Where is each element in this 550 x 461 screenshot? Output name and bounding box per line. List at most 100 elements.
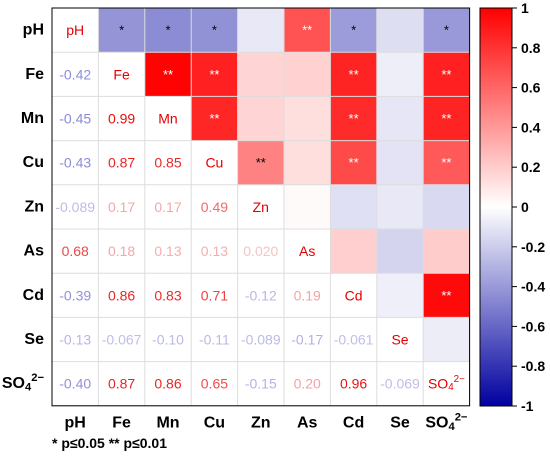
heatmap-cell-SO4-Fe bbox=[98, 361, 145, 406]
value-label-Se-Cu: -0.11 bbox=[199, 332, 230, 348]
heatmap-cell-As-Mn bbox=[144, 229, 192, 274]
heatmap-cell-Se-Cu bbox=[191, 317, 238, 362]
value-label-Cu-Mn: 0.85 bbox=[154, 155, 181, 171]
heatmap-grid bbox=[51, 7, 471, 407]
value-label-As-Fe: 0.18 bbox=[108, 243, 135, 259]
col-label-pH: pH bbox=[65, 415, 86, 432]
col-label-Se: Se bbox=[390, 415, 410, 432]
significance-star-Mn-Cd: ** bbox=[349, 111, 359, 126]
heatmap-cell-Se-Cd bbox=[330, 317, 377, 362]
value-label-Cd-Mn: 0.83 bbox=[154, 287, 181, 303]
heatmap-cell-Fe-Cu bbox=[191, 52, 238, 97]
heatmap-cell-SO4-Cd bbox=[330, 361, 377, 406]
significance-note: * p≤0.05 ** p≤0.01 bbox=[52, 435, 167, 451]
value-label-SO4-Mn: 0.86 bbox=[154, 376, 181, 392]
significance-star-Mn-Cu: ** bbox=[209, 111, 219, 126]
heatmap-cell-Zn-As bbox=[284, 184, 331, 229]
colorbar-tick-label: 0.6 bbox=[521, 80, 541, 96]
diagonal-label-Cu: Cu bbox=[205, 155, 223, 171]
heatmap-cell-SO4-Mn bbox=[144, 361, 192, 406]
value-label-Mn-pH: -0.45 bbox=[59, 111, 91, 127]
diagonal-label-Cd: Cd bbox=[345, 287, 363, 303]
colorbar: 1 0.8 0.6 0.4 0.2 0 -0.2 -0.4 -0.6 -0.8 -1 bbox=[479, 0, 545, 414]
heatmap-cell-Cu-Fe bbox=[98, 140, 145, 185]
heatmap-cell-Cd-As bbox=[284, 273, 331, 318]
heatmap-cell-Mn-As bbox=[284, 96, 331, 141]
heatmap-cell-Mn-SO4 bbox=[423, 96, 470, 141]
significance-star-Cd-SO4: ** bbox=[441, 288, 451, 303]
heatmap-cell-Cu-pH bbox=[52, 140, 99, 185]
heatmap-cell-As-Zn bbox=[237, 229, 284, 274]
heatmap-cell-Se-Fe bbox=[98, 317, 145, 362]
heatmap-cell-As-Cu bbox=[191, 229, 238, 274]
heatmap-cell-SO4-As bbox=[284, 361, 331, 406]
value-label-Cd-Cu: 0.71 bbox=[201, 287, 228, 303]
heatmap-cell-Se-Mn bbox=[144, 317, 192, 362]
significance-star-Fe-SO4: ** bbox=[441, 67, 451, 82]
diagonal-label-pH: pH bbox=[66, 22, 84, 38]
value-label-Cd-As: 0.19 bbox=[294, 287, 321, 303]
heatmap-cell-As-pH bbox=[52, 229, 99, 274]
significance-star-Mn-SO4: ** bbox=[441, 111, 451, 126]
heatmap-cell-Fe-pH bbox=[52, 52, 99, 97]
significance-star-pH-SO4: * bbox=[444, 23, 449, 38]
row-label-SO4: SO42− bbox=[2, 372, 45, 394]
colorbar-tick-label: -0.4 bbox=[521, 279, 545, 295]
value-label-SO4-pH: -0.40 bbox=[59, 376, 91, 392]
heatmap-cell-As-As bbox=[284, 229, 331, 274]
heatmap-cell-Fe-Se bbox=[376, 52, 424, 97]
colorbar-tick-label: -0.6 bbox=[521, 318, 545, 334]
heatmap-cell-pH-As bbox=[284, 8, 331, 53]
heatmap-cell-Se-As bbox=[284, 317, 331, 362]
colorbar-tick-label: 1 bbox=[521, 0, 529, 16]
heatmap-cell-pH-SO4 bbox=[423, 8, 470, 53]
diagonal-label-Zn: Zn bbox=[253, 199, 269, 215]
heatmap-cell-Cd-SO4 bbox=[423, 273, 470, 318]
heatmap-cell-Fe-Cd bbox=[330, 52, 377, 97]
col-label-Cu: Cu bbox=[204, 415, 225, 432]
heatmap-cell-Zn-Zn bbox=[237, 184, 284, 229]
value-label-SO4-Se: -0.069 bbox=[380, 376, 420, 392]
heatmap-cell-Fe-As bbox=[284, 52, 331, 97]
heatmap-cell-Mn-Mn bbox=[144, 96, 192, 141]
heatmap-cell-Se-SO4 bbox=[423, 317, 470, 362]
value-label-Se-As: -0.17 bbox=[291, 332, 323, 348]
heatmap-cell-Fe-Zn bbox=[237, 52, 284, 97]
axis-labels: pH pH Fe Fe Mn Mn Cu Cu Zn Zn As As Cd Cd Se Se SO42− SO4… bbox=[2, 22, 468, 433]
diagonal-label-As: As bbox=[299, 243, 315, 259]
heatmap-cell-Mn-Zn bbox=[237, 96, 284, 141]
significance-star-pH-Mn: * bbox=[165, 23, 170, 38]
heatmap-cell-Cu-Zn bbox=[237, 140, 284, 185]
heatmap-cell-SO4-Zn bbox=[237, 361, 284, 406]
heatmap-cell-Se-Se bbox=[376, 317, 424, 362]
heatmap-cell-Zn-Cd bbox=[330, 184, 377, 229]
row-label-Cd: Cd bbox=[23, 287, 44, 304]
heatmap-cell-Cu-Se bbox=[376, 140, 424, 185]
heatmap-border bbox=[51, 7, 471, 407]
heatmap-cell-As-Fe bbox=[98, 229, 145, 274]
significance-star-pH-Fe: * bbox=[119, 23, 124, 38]
heatmap-cell-Se-pH bbox=[52, 317, 99, 362]
heatmap-cell-Se-Zn bbox=[237, 317, 284, 362]
value-label-Cu-pH: -0.43 bbox=[59, 155, 91, 171]
heatmap-cell-SO4-pH bbox=[52, 361, 99, 406]
row-label-Se: Se bbox=[24, 331, 44, 348]
value-label-Cu-Fe: 0.87 bbox=[108, 155, 135, 171]
heatmap-cell-pH-Mn bbox=[144, 8, 192, 53]
colorbar-tick-label: -0.8 bbox=[521, 358, 545, 374]
significance-star-Fe-Cd: ** bbox=[349, 67, 359, 82]
value-label-Mn-Fe: 0.99 bbox=[108, 111, 135, 127]
heatmap-cell-Cu-Cu bbox=[191, 140, 238, 185]
heatmap-cell-Mn-Cd bbox=[330, 96, 377, 141]
diagonal-label-Fe: Fe bbox=[113, 66, 130, 82]
col-label-SO4: SO42− bbox=[425, 411, 468, 433]
value-label-Zn-Mn: 0.17 bbox=[154, 199, 181, 215]
colorbar-tick-label: 0.2 bbox=[521, 159, 541, 175]
significance-star-Cu-Cd: ** bbox=[349, 155, 359, 170]
heatmap-cell-As-SO4 bbox=[423, 229, 470, 274]
value-label-Cd-Zn: -0.12 bbox=[245, 287, 277, 303]
heatmap-cell-Mn-Cu bbox=[191, 96, 238, 141]
heatmap-cell-Fe-Mn bbox=[144, 52, 192, 97]
value-label-Zn-pH: -0.089 bbox=[55, 199, 95, 215]
value-label-Fe-pH: -0.42 bbox=[59, 66, 91, 82]
